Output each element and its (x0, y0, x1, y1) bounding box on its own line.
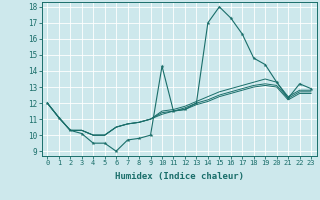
X-axis label: Humidex (Indice chaleur): Humidex (Indice chaleur) (115, 172, 244, 181)
